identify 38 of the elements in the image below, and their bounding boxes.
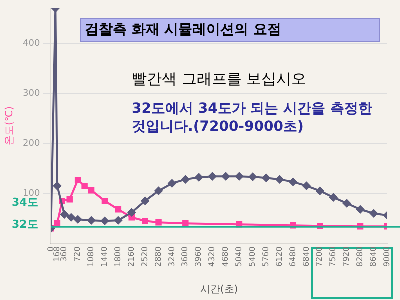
x-tick-label: 9000 [382,246,392,267]
x-tick-label: 7200 [315,246,324,267]
text: 검찰측 화재 시뮬레이션의 요점 [85,21,282,39]
x-tick-label: 3240 [167,246,176,267]
x-tick-label: 3600 [180,246,190,267]
x-tick-label: 7560 [328,246,338,267]
y-tick-label: 300 [22,88,40,99]
x-tick-label: 3960 [194,246,204,267]
x-tick-label: 5040 [234,246,244,267]
annotation: 32도에서 34도가 되는 시간을 측정한 것입니다.(7200-9000초) [132,100,374,136]
x-tick-label: 7920 [342,246,352,267]
x-tick-label: 1080 [86,246,96,267]
x-tick-label: 4320 [208,246,217,267]
x-tick-label: 2880 [154,246,163,267]
text: 34도 [12,196,38,210]
annotation: 빨간색 그래프를 보십시오 [132,70,307,90]
x-tick-label: 6120 [274,246,284,267]
x-tick-label: 0 [46,246,56,252]
x-tick-label: 1440 [100,246,110,267]
text: 32도 [12,218,38,232]
x-tick-label: 168 [52,246,62,262]
x-tick-label: 8640 [369,246,378,267]
x-tick-label: 5760 [261,246,270,267]
y-tick-label: 100 [22,188,40,199]
y-axis-title: 온도(℃) [4,106,16,146]
x-axis-title: 시간(초) [200,284,238,296]
x-tick-label: 360 [60,246,69,262]
x-tick-label: 2160 [126,246,136,267]
x-tick-label: 5400 [248,246,257,267]
x-tick-label: 2520 [140,246,150,267]
x-tick-label: 6480 [288,246,298,267]
x-tick-label: 8280 [356,246,365,267]
x-tick-label: 720 [73,246,82,262]
x-tick-label: 1800 [114,246,122,267]
y-tick-label: 200 [22,138,40,149]
x-tick-label: 6840 [302,246,311,267]
x-tick-label: 4680 [221,246,230,267]
y-tick-label: 400 [22,38,40,49]
